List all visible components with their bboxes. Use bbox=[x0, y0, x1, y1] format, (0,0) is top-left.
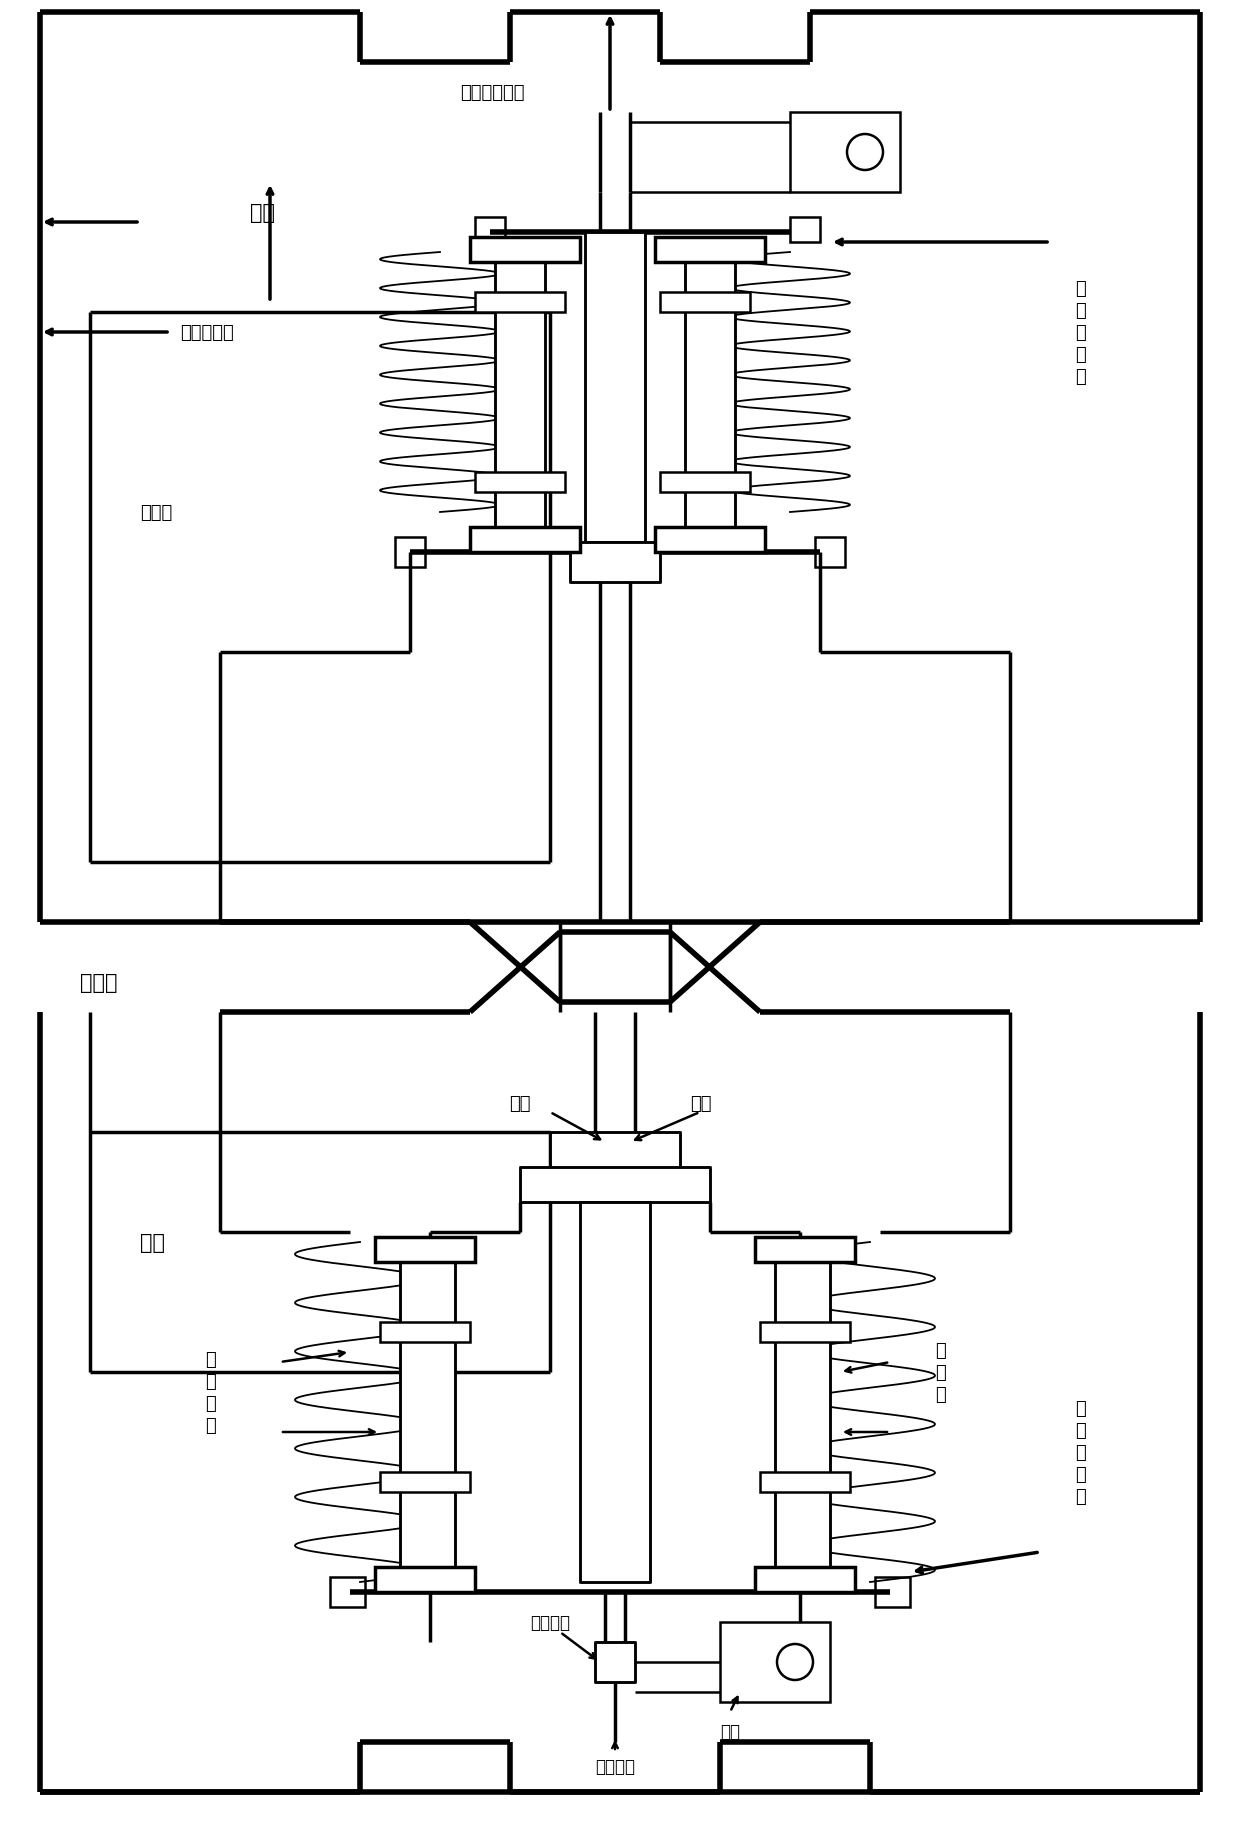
Bar bbox=[470, 528, 580, 553]
Bar bbox=[595, 1641, 635, 1682]
Bar bbox=[760, 1323, 849, 1343]
Text: 压电陶瓷: 压电陶瓷 bbox=[529, 1614, 570, 1630]
Bar bbox=[374, 1237, 475, 1262]
Text: 恒温器外筒: 恒温器外筒 bbox=[180, 324, 234, 343]
Bar bbox=[655, 528, 765, 553]
Bar bbox=[475, 293, 565, 313]
Bar bbox=[684, 253, 735, 542]
Text: 冷屏: 冷屏 bbox=[250, 203, 275, 224]
Bar bbox=[475, 218, 505, 244]
Bar bbox=[401, 1242, 455, 1583]
Bar bbox=[379, 1323, 470, 1343]
Bar bbox=[755, 1566, 856, 1592]
Bar bbox=[660, 473, 750, 493]
Bar bbox=[760, 1473, 849, 1493]
Text: 插杆: 插杆 bbox=[510, 1094, 531, 1112]
Text: 插
杆
调
谐
器: 插 杆 调 谐 器 bbox=[1075, 280, 1085, 387]
Bar bbox=[720, 1621, 830, 1702]
Bar bbox=[790, 218, 820, 244]
Bar bbox=[790, 114, 900, 192]
Bar bbox=[655, 238, 765, 262]
Text: 超导腔: 超导腔 bbox=[81, 973, 118, 993]
Bar bbox=[551, 1132, 680, 1172]
Bar bbox=[330, 1577, 365, 1607]
Bar bbox=[520, 1167, 711, 1202]
Bar bbox=[585, 233, 645, 542]
Bar bbox=[379, 1473, 470, 1493]
Text: 调谐器维护口: 调谐器维护口 bbox=[460, 84, 525, 103]
Bar bbox=[495, 253, 546, 542]
Text: 波
纹
管: 波 纹 管 bbox=[935, 1341, 945, 1403]
Bar bbox=[660, 293, 750, 313]
Bar bbox=[815, 539, 844, 568]
Text: 电机: 电机 bbox=[720, 1722, 740, 1740]
Text: 直
线
导
轨: 直 线 导 轨 bbox=[205, 1350, 216, 1434]
Text: 液氦槽: 液氦槽 bbox=[140, 504, 172, 522]
Bar bbox=[396, 539, 425, 568]
Text: 减速杆杆: 减速杆杆 bbox=[595, 1757, 635, 1775]
Bar bbox=[775, 1242, 830, 1583]
Bar bbox=[875, 1577, 910, 1607]
Bar bbox=[374, 1566, 475, 1592]
Bar bbox=[570, 542, 660, 583]
Text: 液氦: 液氦 bbox=[689, 1094, 712, 1112]
Bar bbox=[755, 1237, 856, 1262]
Text: 插
杆
调
谐
器: 插 杆 调 谐 器 bbox=[1075, 1400, 1085, 1506]
Bar bbox=[470, 238, 580, 262]
Bar bbox=[475, 473, 565, 493]
Text: 液氦: 液氦 bbox=[140, 1233, 165, 1253]
Bar bbox=[580, 1202, 650, 1583]
